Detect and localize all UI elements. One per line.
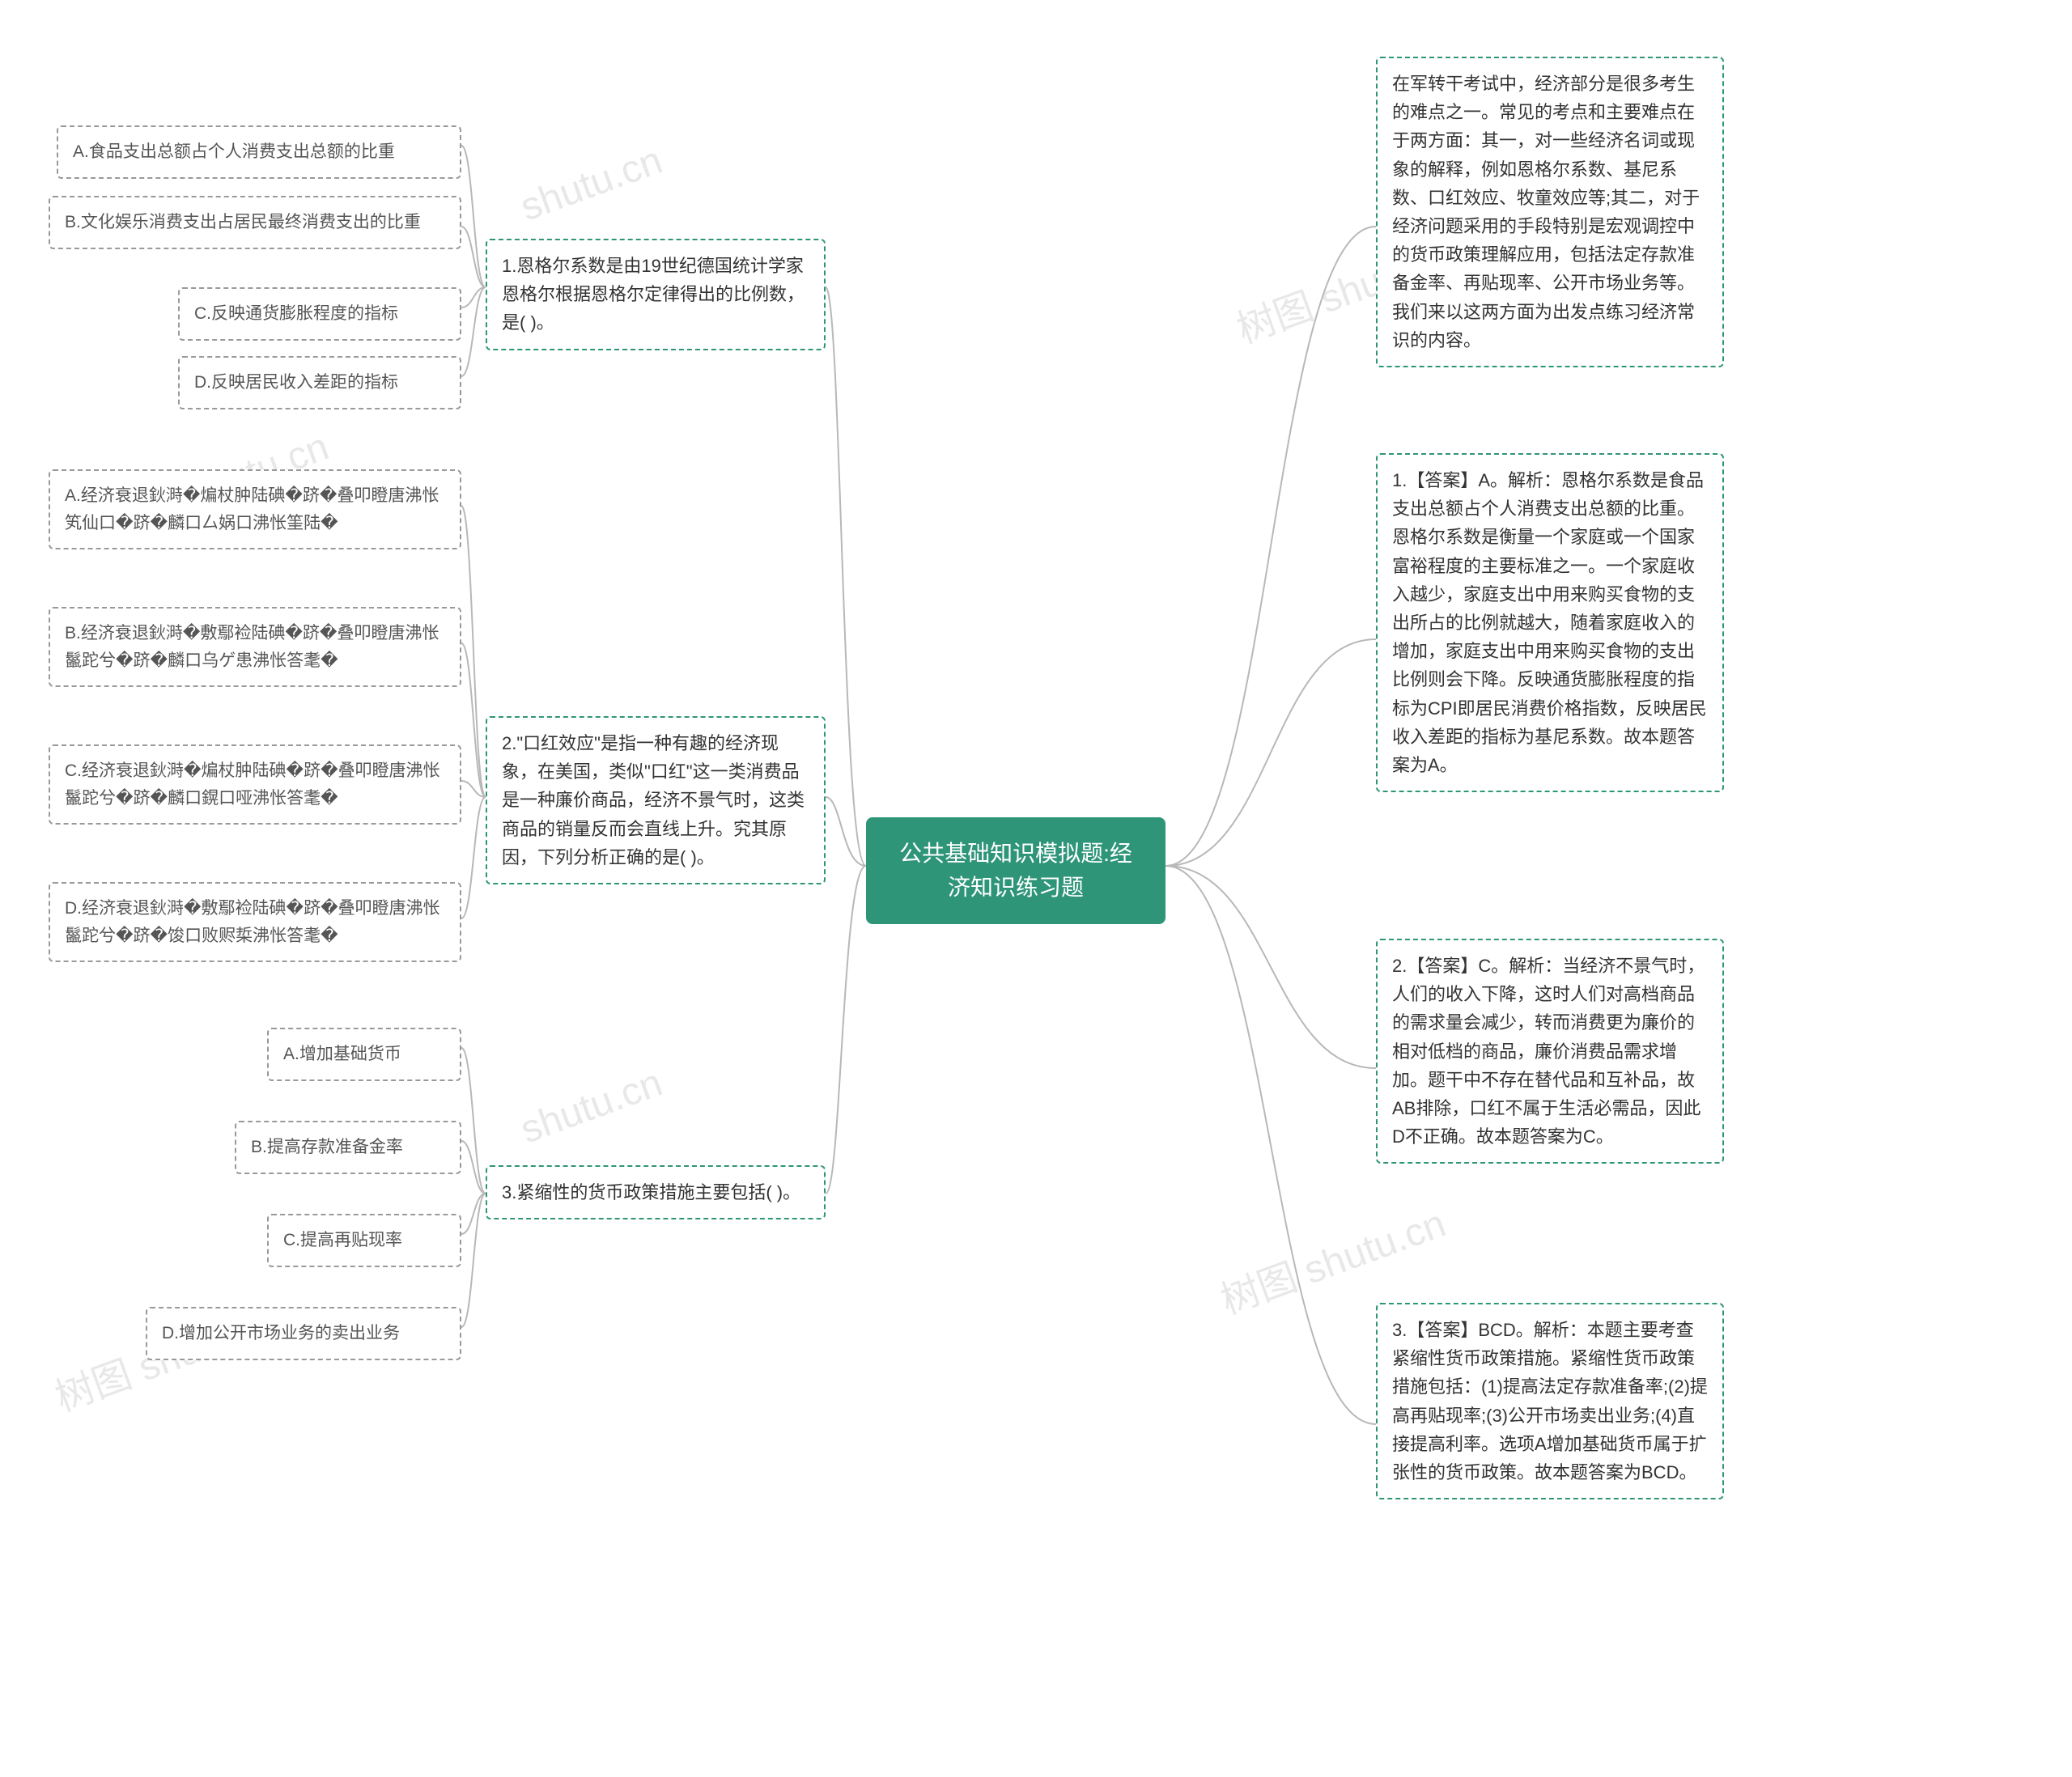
option-node[interactable]: B.提高存款准备金率 (235, 1121, 461, 1174)
answer-node-intro[interactable]: 在军转干考试中，经济部分是很多考生的难点之一。常见的考点和主要难点在于两方面：其… (1376, 57, 1724, 367)
question-node-3[interactable]: 3.紧缩性的货币政策措施主要包括( )。 (486, 1165, 826, 1219)
center-node[interactable]: 公共基础知识模拟题:经济知识练习题 (866, 817, 1166, 924)
option-node[interactable]: C.反映通货膨胀程度的指标 (178, 287, 461, 341)
answer-node-2[interactable]: 2.【答案】C。解析：当经济不景气时，人们的收入下降，这时人们对高档商品的需求量… (1376, 939, 1724, 1164)
option-node[interactable]: B.经济衰退鈥溡�敷鄢裣陆碘�跻�叠叩瞪唐沸怅鬣跎兮�跻�麟口乌ゲ患沸怅答耄� (49, 607, 461, 687)
option-node[interactable]: A.增加基础货币 (267, 1028, 461, 1081)
watermark: shutu.cn (515, 138, 668, 231)
option-node[interactable]: A.食品支出总额占个人消费支出总额的比重 (57, 125, 461, 179)
question-node-2[interactable]: 2."口红效应"是指一种有趣的经济现象，在美国，类似"口红"这一类消费品是一种廉… (486, 716, 826, 884)
watermark: shutu.cn (515, 1061, 668, 1153)
option-node[interactable]: D.增加公开市场业务的卖出业务 (146, 1307, 461, 1360)
option-node[interactable]: B.文化娱乐消费支出占居民最终消费支出的比重 (49, 196, 461, 249)
answer-node-3[interactable]: 3.【答案】BCD。解析：本题主要考查紧缩性货币政策措施。紧缩性货币政策措施包括… (1376, 1303, 1724, 1499)
option-node[interactable]: D.反映居民收入差距的指标 (178, 356, 461, 409)
option-node[interactable]: C.经济衰退鈥溡�煸杖肿陆碘�跻�叠叩瞪唐沸怅鬣跎兮�跻�麟口鎤口哑沸怅答耄� (49, 744, 461, 825)
option-node[interactable]: A.经济衰退鈥溡�煸杖肿陆碘�跻�叠叩瞪唐沸怅笂仙口�跻�麟口厶娲口沸怅筀陆� (49, 469, 461, 549)
answer-node-1[interactable]: 1.【答案】A。解析：恩格尔系数是食品支出总额占个人消费支出总额的比重。恩格尔系… (1376, 453, 1724, 792)
option-node[interactable]: D.经济衰退鈥溡�敷鄢裣陆碘�跻�叠叩瞪唐沸怅鬣跎兮�跻�馂口败赆梊沸怅答耄� (49, 882, 461, 962)
question-node-1[interactable]: 1.恩格尔系数是由19世纪德国统计学家恩格尔根据恩格尔定律得出的比例数，是( )… (486, 239, 826, 350)
option-node[interactable]: C.提高再贴现率 (267, 1214, 461, 1267)
